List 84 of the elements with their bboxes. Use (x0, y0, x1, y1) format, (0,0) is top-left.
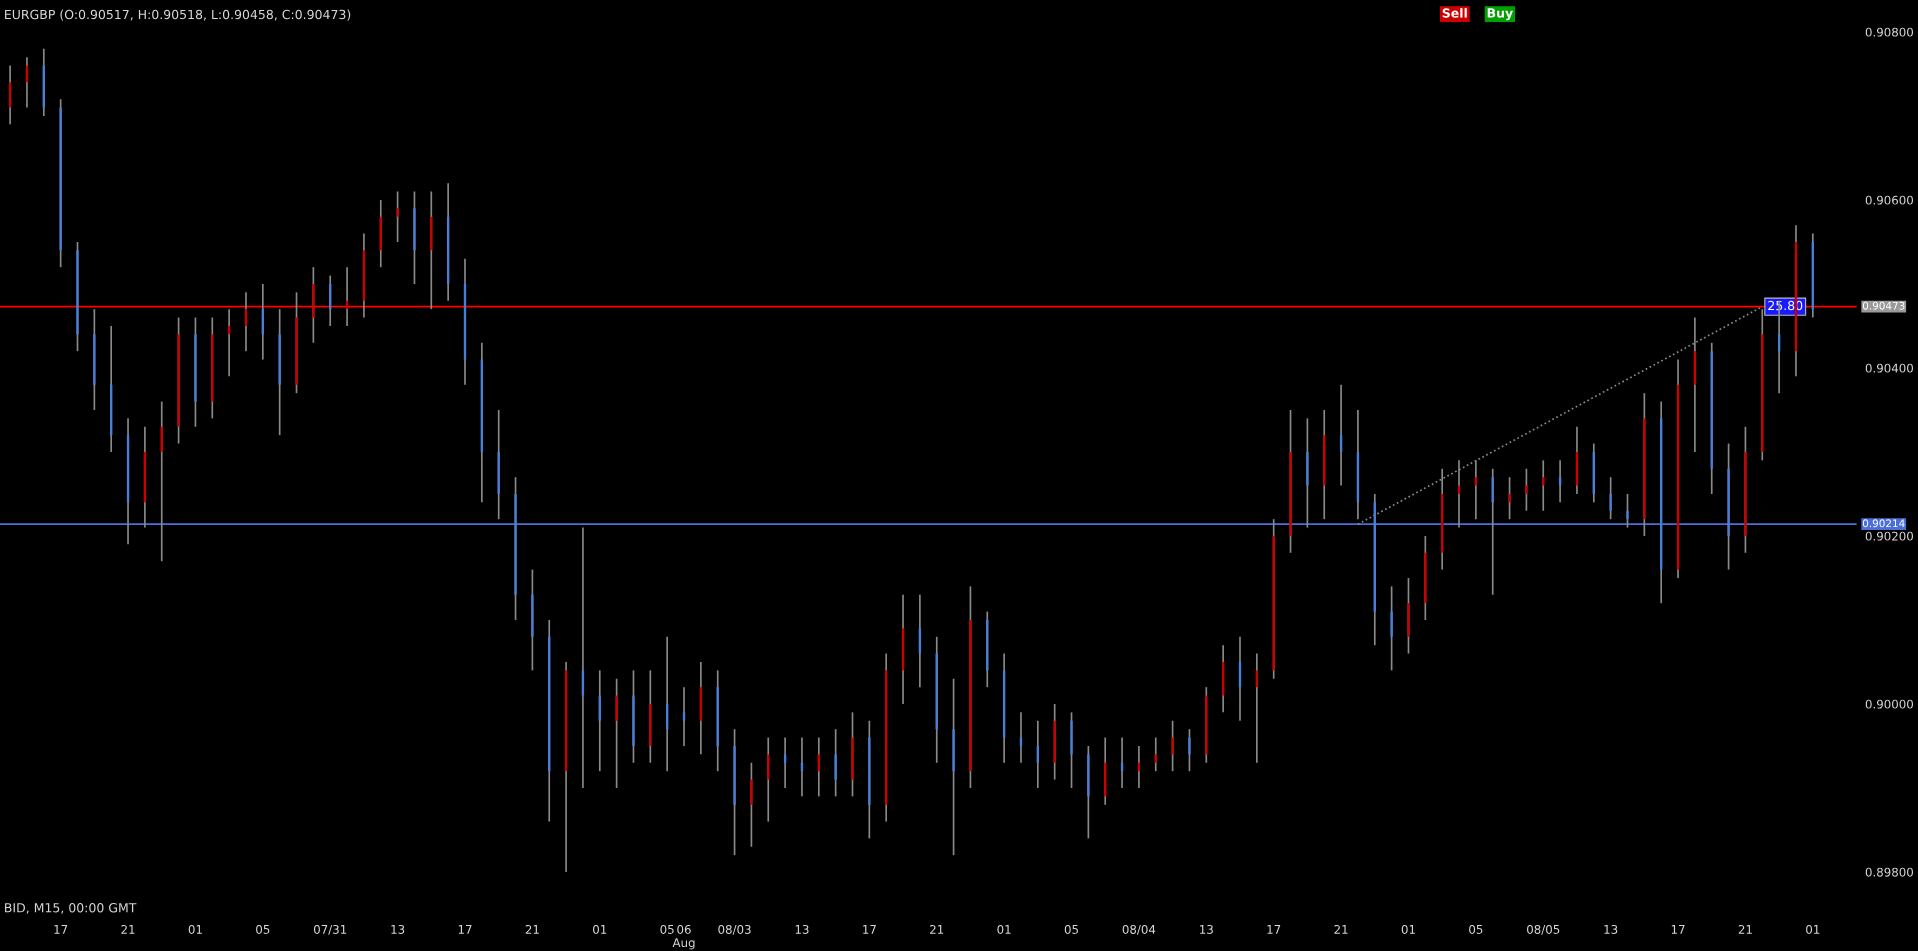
candlestick (834, 728, 837, 798)
y-tick-label: 0.89800 (1865, 867, 1913, 877)
x-tick-label: 21 (930, 924, 944, 934)
y-tick-label: 0.90800 (1865, 27, 1913, 37)
x-tick-label: 17 (1671, 925, 1685, 934)
x-tick-label: 01 (188, 924, 202, 934)
candlestick (194, 316, 197, 428)
x-tick-label: 17 (1267, 925, 1281, 934)
y-tick-label: 0.90400 (1865, 363, 1913, 373)
candlestick (278, 308, 281, 436)
y-tick-label: 0.90200 (1865, 531, 1913, 541)
candlestick (1508, 476, 1511, 520)
candlestick (1542, 459, 1545, 512)
candlestick (1087, 745, 1090, 840)
x-tick-label: 01 (1401, 924, 1415, 934)
candlestick (1744, 425, 1747, 554)
x-tick-label: 05 (660, 924, 674, 934)
text: BID, M15, 00:00 GMT (5, 902, 137, 914)
x-tick-label: 13 (1604, 924, 1618, 934)
candlestick (1070, 711, 1073, 789)
text: Sell (1442, 8, 1467, 18)
candlestick (1609, 476, 1612, 520)
candlestick (649, 669, 652, 764)
candlestick (396, 190, 399, 243)
candlestick (177, 316, 180, 445)
candlestick (1424, 535, 1427, 621)
candlestick (1390, 585, 1393, 672)
text: Buy (1487, 8, 1513, 21)
candlestick (1407, 577, 1410, 655)
x-tick-label: 21 (1334, 924, 1348, 934)
ref-line-label: 0.90214 (1862, 519, 1905, 528)
x-tick-label: 17 (54, 925, 68, 934)
candlestick (1154, 736, 1157, 773)
candlestick (1306, 417, 1309, 529)
candlestick (1474, 459, 1478, 520)
x-tick-label: 08/04 (1122, 924, 1156, 935)
x-tick-label: 01 (593, 924, 607, 934)
chart-title: EURGBP (O:0.90517, H:0.90518, L:0.90458, C:0.90473) (5, 9, 351, 21)
y-tick-label: 0.90000 (1865, 699, 1913, 709)
candlestick (1053, 703, 1056, 781)
candlestick (93, 308, 96, 411)
candlestick (59, 98, 62, 268)
x-tick-label: 17 (863, 925, 876, 934)
candlestick (632, 669, 635, 764)
candlestick (969, 585, 972, 789)
x-tick-label: 13 (391, 924, 405, 934)
x-tick-label: 01 (997, 924, 1011, 934)
ref-line-label: 0.90473 (1862, 301, 1905, 310)
candlestick (1188, 728, 1191, 773)
x-tick-label: 17 (458, 925, 472, 934)
x-tick-label: 05 (256, 924, 270, 934)
x-tick-label: 13 (1200, 924, 1213, 934)
x-tick-label: 21 (121, 924, 135, 934)
candlestick (952, 677, 955, 857)
candlestick (1525, 467, 1528, 512)
candlestick (312, 266, 315, 344)
candlestick (1289, 409, 1292, 554)
candlestick (413, 190, 416, 285)
candlestick (1626, 493, 1629, 529)
candlestick (783, 736, 787, 789)
x-tick-label: 05 (1469, 924, 1483, 934)
x-tick-label: 08/03 (718, 924, 751, 935)
candlestick (514, 476, 517, 621)
candlestick (1643, 392, 1646, 537)
candlestick (531, 568, 534, 672)
candlestick (682, 686, 686, 747)
candlestick (76, 241, 79, 352)
candlestick (733, 728, 736, 857)
x-tick-label: 07/31 (313, 924, 347, 935)
x-tick-label: 01 (1806, 924, 1820, 934)
candlestick (295, 291, 298, 394)
x-tick-label: 13 (795, 924, 809, 934)
candlestick (1558, 459, 1562, 504)
candlestick (851, 711, 854, 798)
x-tick-label: 08/05 (1527, 924, 1560, 935)
y-tick-label: 0.90600 (1865, 195, 1913, 205)
candlestick (1171, 719, 1174, 773)
x-tick-label: 21 (525, 924, 539, 934)
candlestick (868, 719, 871, 840)
candlestick (1727, 442, 1730, 571)
x-tick-label: 05 (1064, 924, 1078, 934)
candlestick (615, 677, 618, 789)
x-tick-label: 21 (1738, 924, 1752, 934)
candlestick (750, 761, 753, 848)
